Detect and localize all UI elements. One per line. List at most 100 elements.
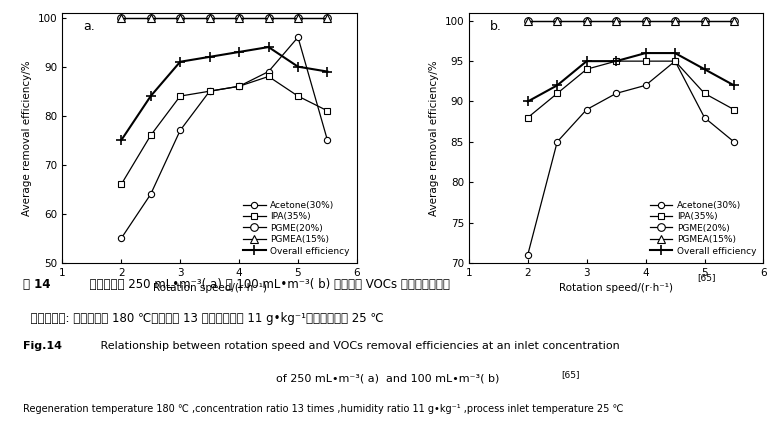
Line: PGME(20%): PGME(20%): [118, 14, 331, 22]
PGMEA(15%): [234, 15, 244, 20]
Acetone(30%): [175, 128, 185, 133]
Overall efficiency: [205, 54, 214, 59]
IPA(35%): [612, 59, 621, 64]
Acetone(30%): [294, 35, 303, 40]
Overall efficiency: [175, 59, 185, 64]
Text: a.: a.: [83, 20, 95, 33]
PGME(20%): [700, 18, 709, 23]
Line: Overall efficiency: Overall efficiency: [116, 42, 333, 145]
IPA(35%): [671, 59, 680, 64]
PGMEA(15%): [729, 18, 738, 23]
Y-axis label: Average removal efficiency/%: Average removal efficiency/%: [23, 60, 32, 216]
Overall efficiency: [117, 138, 126, 143]
PGME(20%): [523, 18, 532, 23]
Overall efficiency: [552, 83, 562, 88]
Line: Acetone(30%): Acetone(30%): [524, 58, 737, 258]
IPA(35%): [175, 94, 185, 99]
Overall efficiency: [264, 45, 273, 50]
Line: IPA(35%): IPA(35%): [118, 73, 330, 187]
IPA(35%): [323, 108, 332, 113]
PGME(20%): [264, 15, 273, 20]
Overall efficiency: [582, 59, 591, 64]
Line: Overall efficiency: Overall efficiency: [523, 48, 739, 107]
Text: of 250 mL•m⁻³( a)  and 100 mL•m⁻³( b): of 250 mL•m⁻³( a) and 100 mL•m⁻³( b): [276, 373, 503, 383]
Overall efficiency: [146, 94, 155, 99]
Text: [65]: [65]: [561, 370, 580, 379]
Overall efficiency: [671, 50, 680, 56]
PGME(20%): [294, 15, 303, 20]
X-axis label: Rotation speed/(r·h⁻¹): Rotation speed/(r·h⁻¹): [153, 283, 266, 293]
Overall efficiency: [323, 69, 332, 74]
Acetone(30%): [523, 252, 532, 257]
IPA(35%): [582, 67, 591, 72]
Acetone(30%): [612, 91, 621, 96]
Acetone(30%): [552, 139, 562, 145]
PGME(20%): [175, 15, 185, 20]
Acetone(30%): [146, 192, 155, 197]
Text: [65]: [65]: [697, 273, 716, 282]
IPA(35%): [264, 74, 273, 79]
IPA(35%): [146, 133, 155, 138]
IPA(35%): [552, 91, 562, 96]
PGME(20%): [234, 15, 244, 20]
Acetone(30%): [234, 84, 244, 89]
PGME(20%): [729, 18, 738, 23]
Overall efficiency: [294, 64, 303, 69]
X-axis label: Rotation speed/(r·h⁻¹): Rotation speed/(r·h⁻¹): [559, 283, 673, 293]
Text: Regeneration temperature 180 ℃ ,concentration ratio 13 times ,humidity ratio 11 : Regeneration temperature 180 ℃ ,concentr…: [23, 404, 624, 414]
PGMEA(15%): [323, 15, 332, 20]
IPA(35%): [205, 89, 214, 94]
Line: PGMEA(15%): PGMEA(15%): [524, 17, 738, 25]
Acetone(30%): [641, 83, 650, 88]
Acetone(30%): [700, 115, 709, 120]
Overall efficiency: [641, 50, 650, 56]
PGMEA(15%): [582, 18, 591, 23]
Text: 进口浓度为 250 mL•m⁻³( a) 和 100 mL•m⁻³( b) 时转速与 VOCs 去除效率的关系: 进口浓度为 250 mL•m⁻³( a) 和 100 mL•m⁻³( b) 时转…: [82, 278, 449, 291]
Legend: Acetone(30%), IPA(35%), PGME(20%), PGMEA(15%), Overall efficiency: Acetone(30%), IPA(35%), PGME(20%), PGMEA…: [647, 198, 759, 258]
IPA(35%): [523, 115, 532, 120]
Y-axis label: Average removal efficiency/%: Average removal efficiency/%: [428, 60, 439, 216]
PGMEA(15%): [146, 15, 155, 20]
Text: b.: b.: [489, 20, 502, 33]
PGME(20%): [323, 15, 332, 20]
Acetone(30%): [582, 107, 591, 112]
Text: Relationship between rotation speed and VOCs removal efficiencies at an inlet co: Relationship between rotation speed and …: [90, 341, 619, 351]
IPA(35%): [641, 59, 650, 64]
Line: IPA(35%): IPA(35%): [524, 58, 737, 121]
IPA(35%): [117, 182, 126, 187]
Overall efficiency: [234, 50, 244, 55]
Acetone(30%): [323, 138, 332, 143]
PGMEA(15%): [117, 15, 126, 20]
PGME(20%): [146, 15, 155, 20]
Acetone(30%): [671, 59, 680, 64]
Line: PGME(20%): PGME(20%): [524, 17, 738, 25]
PGMEA(15%): [205, 15, 214, 20]
PGMEA(15%): [700, 18, 709, 23]
PGMEA(15%): [612, 18, 621, 23]
Acetone(30%): [117, 236, 126, 241]
Text: 图 14: 图 14: [23, 278, 51, 291]
PGMEA(15%): [523, 18, 532, 23]
Acetone(30%): [205, 89, 214, 94]
PGMEA(15%): [294, 15, 303, 20]
Legend: Acetone(30%), IPA(35%), PGME(20%), PGMEA(15%), Overall efficiency: Acetone(30%), IPA(35%), PGME(20%), PGMEA…: [241, 198, 352, 258]
PGME(20%): [641, 18, 650, 23]
PGME(20%): [671, 18, 680, 23]
PGMEA(15%): [264, 15, 273, 20]
PGME(20%): [552, 18, 562, 23]
PGMEA(15%): [671, 18, 680, 23]
PGMEA(15%): [175, 15, 185, 20]
Overall efficiency: [523, 99, 532, 104]
IPA(35%): [234, 84, 244, 89]
PGMEA(15%): [552, 18, 562, 23]
IPA(35%): [729, 107, 738, 112]
PGME(20%): [612, 18, 621, 23]
PGME(20%): [117, 15, 126, 20]
Text: Fig.14: Fig.14: [23, 341, 62, 351]
Acetone(30%): [264, 69, 273, 74]
Acetone(30%): [729, 139, 738, 145]
IPA(35%): [700, 91, 709, 96]
Overall efficiency: [700, 67, 709, 72]
Text: 实验条件为: 再生温度为 180 ℃，浓度为 13 倍，含湿量为 11 g•kg⁻¹，进口温度为 25 ℃: 实验条件为: 再生温度为 180 ℃，浓度为 13 倍，含湿量为 11 g•kg…: [23, 312, 384, 325]
PGME(20%): [205, 15, 214, 20]
